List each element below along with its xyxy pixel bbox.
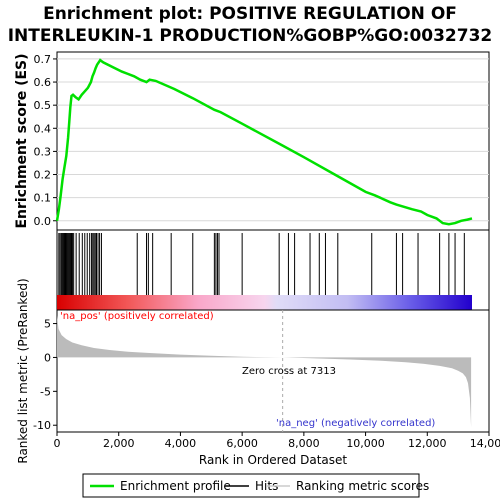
zero-cross-label: Zero cross at 7313 (242, 366, 336, 377)
es-tick-label: 0.2 (34, 169, 52, 182)
metric-tick-label: -5 (40, 385, 51, 398)
x-tick-label: 14,000 (470, 437, 500, 450)
x-axis-label: Rank in Ordered Dataset (199, 453, 347, 467)
hits-panel (56, 229, 490, 311)
legend-label: Ranking metric scores (296, 479, 429, 493)
metric-tick-label: 5 (44, 318, 51, 331)
metric-panel-frame (56, 309, 490, 433)
es-panel: 0.0 0.1 0.2 0.3 0.4 0.5 0.6 0.7 (34, 51, 490, 231)
enrichment-profile-line (55, 58, 473, 226)
es-tick-label: 0.1 (34, 192, 52, 205)
es-grid (57, 58, 489, 222)
hit-marks (58, 233, 465, 295)
x-tick-label: 10,000 (346, 437, 385, 450)
chart-title-line1: Enrichment plot: POSITIVE REGULATION OF (43, 4, 457, 24)
metric-tick-label: -10 (33, 419, 51, 432)
x-tick-label: 12,000 (408, 437, 447, 450)
x-tick-label: 8,000 (288, 437, 320, 450)
es-tick-label: 0.3 (34, 145, 52, 158)
legend-label: Enrichment profile (120, 479, 231, 493)
es-tick-label: 0.0 (34, 215, 52, 228)
metric-y-ticks: 5 0 -5 -10 (33, 318, 57, 432)
metric-panel: 5 0 -5 -10 0 2,000 4,000 6,000 8,000 10,000 12,00… (33, 309, 500, 450)
chart-title-line2: INTERLEUKIN-1 PRODUCTION%GOBP%GO:0032732 (8, 26, 493, 46)
x-tick-label: 4,000 (165, 437, 197, 450)
es-tick-label: 0.5 (34, 99, 52, 112)
es-tick-label: 0.4 (34, 122, 52, 135)
metric-tick-label: 0 (44, 351, 51, 364)
es-tick-label: 0.6 (34, 76, 52, 89)
es-axis-label: Enrichment score (ES) (14, 53, 30, 228)
es-y-ticks: 0.0 0.1 0.2 0.3 0.4 0.5 0.6 0.7 (34, 53, 57, 228)
neg-label: 'na_neg' (negatively correlated) (276, 418, 435, 429)
x-tick-label: 2,000 (103, 437, 135, 450)
x-ticks: 0 2,000 4,000 6,000 8,000 10,000 12,000 14,000 (54, 432, 500, 450)
pos-label: 'na_pos' (positively correlated) (60, 311, 214, 322)
metric-axis-label: Ranked list metric (PreRanked) (16, 278, 30, 463)
legend: Enrichment profile Hits Ranking metric sco… (82, 473, 429, 498)
legend-frame (82, 473, 420, 498)
x-tick-label: 6,000 (226, 437, 258, 450)
rank-color-bar (57, 295, 472, 310)
x-tick-label: 0 (54, 437, 61, 450)
es-tick-label: 0.7 (34, 53, 52, 66)
